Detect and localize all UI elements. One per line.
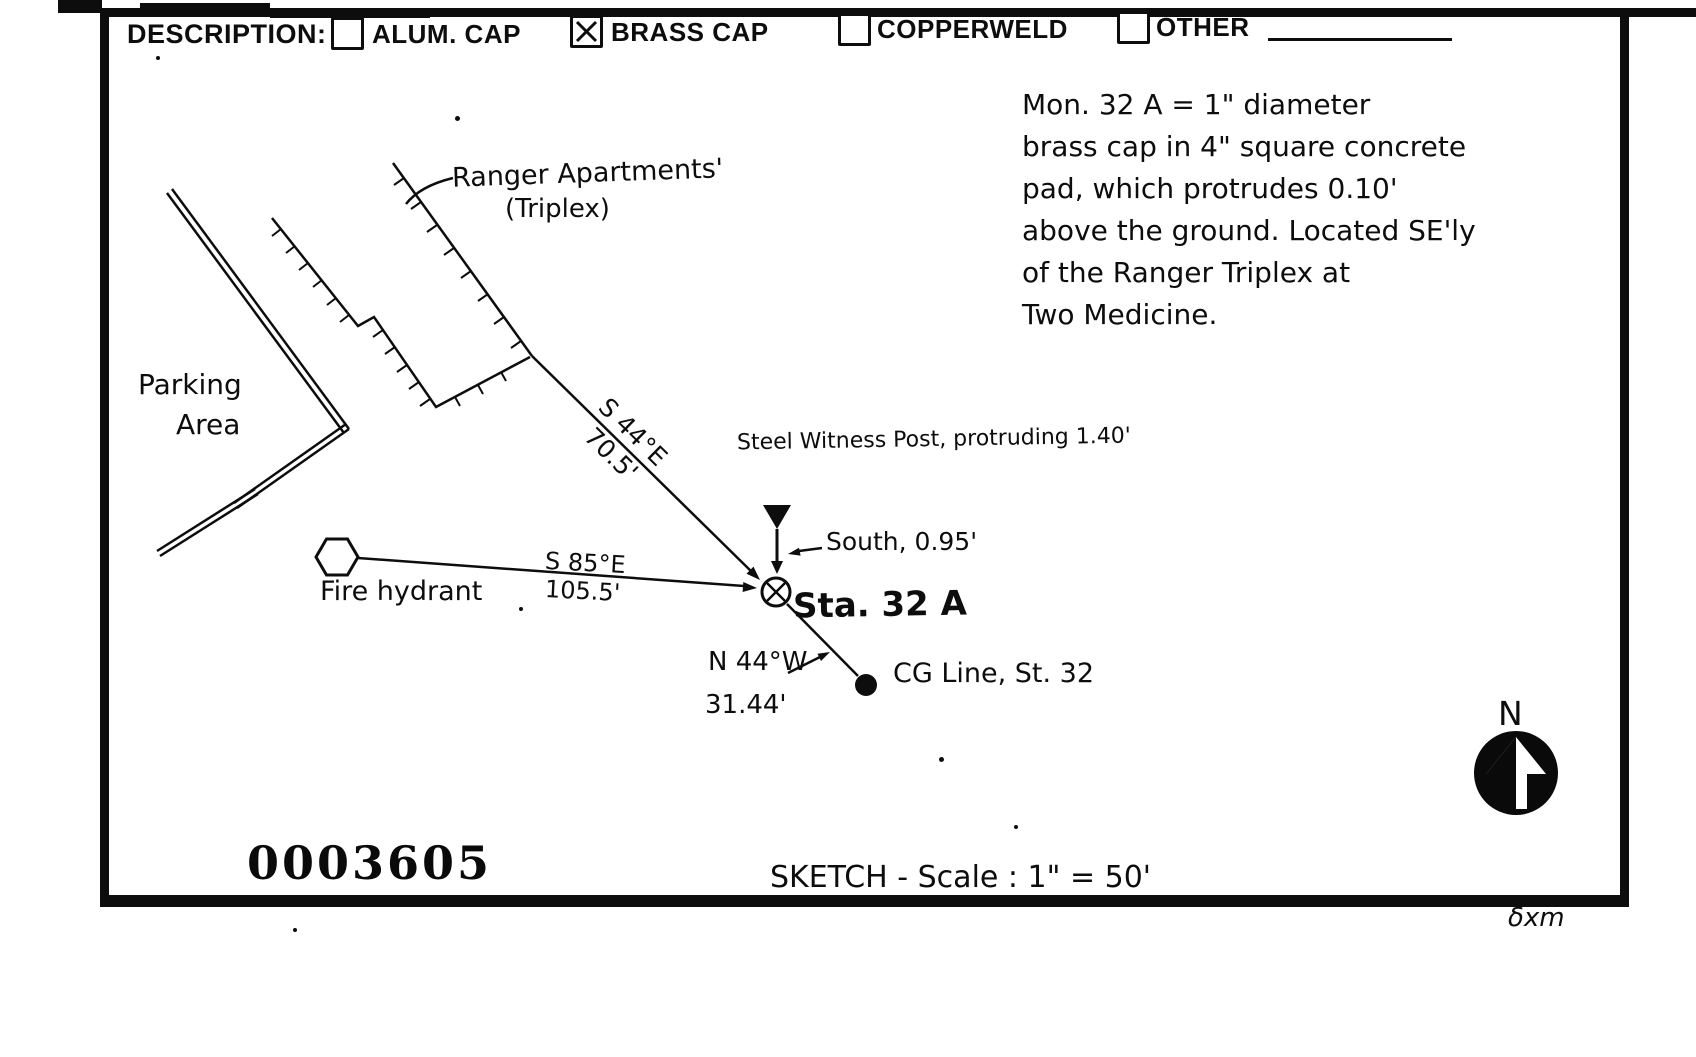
north-label: N [1498,694,1523,733]
checkbox-other[interactable] [1117,11,1150,44]
checkbox-label-other: OTHER [1156,12,1250,42]
checkbox-copperweld[interactable] [838,13,871,46]
north-arrow-icon [1474,731,1558,815]
scan-artifact [270,13,430,18]
bearing-s85e-direction: S 85°E [544,546,627,580]
parking-area-label-line2: Area [176,408,241,441]
n44w-label-leader [787,652,830,675]
scan-speck [1014,825,1018,829]
witness-post-icon [763,505,791,574]
parking-curb-lines [156,188,351,558]
note-line: Mon. 32 A = 1" diameter [1022,88,1371,121]
survey-line-s44e [531,355,760,580]
monument-note: Mon. 32 A = 1" diameter brass cap in 4" … [1022,88,1542,340]
note-line: pad, which protrudes 0.10' [1022,172,1398,205]
south-offset-label: South, 0.95' [826,527,978,556]
sketch-scale-label: SKETCH - Scale : 1" = 50' [770,860,1152,895]
form-border-left [100,8,109,907]
scan-speck [293,928,297,932]
station-label: Sta. 32 A [792,583,968,627]
survey-line-n44w [786,603,877,696]
check-x-icon [575,20,598,43]
note-line: Two Medicine. [1022,298,1218,331]
scan-speck [939,757,944,762]
scan-artifact [140,3,270,9]
cg-line-label: CG Line, St. 32 [893,658,1095,689]
scan-artifact [58,0,102,13]
south-offset-leader [788,546,823,556]
other-blank-line [1268,38,1452,41]
checkbox-label-copperweld: COPPERWELD [877,14,1068,44]
triplex-label: (Triplex) [505,194,610,224]
building-hatch-ticks [271,177,522,407]
surveyor-initials: δxm [1508,903,1565,933]
station-marker-icon [760,576,792,608]
note-line: of the Ranger Triplex at [1022,256,1351,289]
ranger-label-leader [405,176,454,205]
note-line: above the ground. Located SE'ly [1022,214,1476,247]
bearing-n44w-distance: 31.44' [705,690,787,720]
bearing-n44w-direction: N 44°W [708,647,808,677]
parking-area-label-line1: Parking [138,368,242,401]
fire-hydrant-label: Fire hydrant [320,576,483,607]
checkbox-label-brass-cap: BRASS CAP [611,17,769,47]
form-border-top [100,8,1696,17]
bearing-s85e-distance: 105.5' [544,575,621,607]
cg-point [855,674,877,696]
scan-speck [455,116,460,121]
description-label: DESCRIPTION: [127,19,327,49]
building-outline [271,162,534,409]
fire-hydrant-icon [314,537,360,577]
note-line: brass cap in 4" square concrete [1022,130,1467,163]
checkbox-label-alum-cap: ALUM. CAP [372,19,521,49]
form-border-right [1620,8,1629,907]
stamp-number: 0003605 [247,836,493,890]
survey-line-s85e [357,556,757,592]
checkbox-brass-cap[interactable] [570,15,603,48]
checkbox-alum-cap[interactable] [331,17,364,50]
scan-speck [156,56,160,60]
form-border-bottom [100,895,1629,907]
scan-speck [519,607,523,611]
